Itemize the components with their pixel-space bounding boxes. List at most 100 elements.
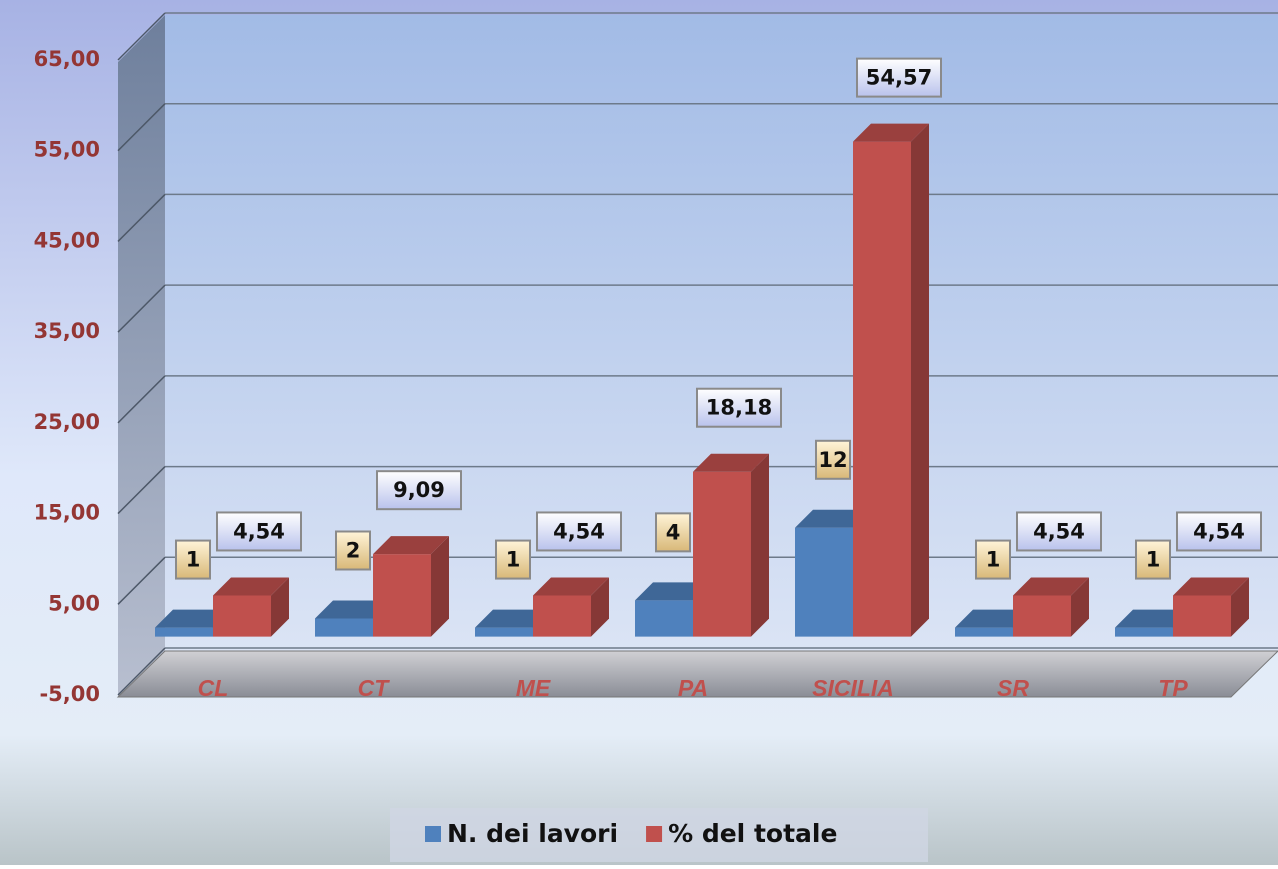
- y-tick-label: -5,00: [39, 682, 100, 706]
- bar: [1173, 577, 1249, 637]
- bar-top: [635, 582, 711, 601]
- bar-front: [155, 627, 213, 637]
- bar-front: [1013, 595, 1071, 637]
- bar-front: [635, 600, 693, 637]
- legend-swatch: [425, 826, 441, 842]
- y-tick-label: 15,00: [34, 501, 100, 525]
- bar-top: [693, 453, 769, 472]
- bar: [155, 609, 231, 637]
- data-label-box: [655, 512, 691, 553]
- y-tick-label: 5,00: [48, 591, 100, 615]
- grid-line-side: [117, 193, 166, 242]
- bar-top: [533, 577, 609, 596]
- y-tick-label: 35,00: [34, 319, 100, 343]
- data-label-box: [495, 539, 531, 580]
- bar-top: [373, 536, 449, 555]
- data-label-box: [856, 57, 942, 98]
- legend-label: N. dei lavori: [447, 819, 618, 848]
- x-tick-label: TP: [1158, 675, 1188, 701]
- x-tick-label: SR: [997, 675, 1029, 701]
- grid-line-side: [117, 375, 166, 424]
- x-tick-label: ME: [516, 675, 551, 701]
- y-tick-label: 25,00: [34, 410, 100, 434]
- bar: [213, 577, 289, 637]
- grid-line-side: [117, 556, 166, 605]
- x-tick-label: CT: [358, 675, 391, 701]
- data-label: 4,54: [553, 519, 605, 543]
- data-label-box: [1176, 511, 1262, 552]
- bar-front: [213, 595, 271, 637]
- data-label-box: [376, 470, 462, 511]
- data-label: 1: [186, 548, 201, 572]
- data-label-box: [1016, 511, 1102, 552]
- bar: [853, 123, 929, 637]
- bar-top: [1013, 577, 1089, 596]
- grid-line-side: [117, 12, 166, 61]
- data-label-box: [696, 387, 782, 428]
- bar-front: [955, 627, 1013, 637]
- bar-top: [1115, 609, 1191, 628]
- bar-side: [431, 536, 449, 637]
- x-tick-label: SICILIA: [812, 675, 894, 701]
- bar: [693, 453, 769, 637]
- y-tick-label: 65,00: [34, 47, 100, 71]
- y-tick-label: 55,00: [34, 138, 100, 162]
- side-wall: [118, 15, 165, 697]
- bar-top: [955, 609, 1031, 628]
- data-label: 54,57: [866, 66, 932, 90]
- data-label: 4,54: [233, 519, 285, 543]
- data-label-box: [335, 530, 371, 571]
- grid-line-side: [117, 284, 166, 333]
- bar-front: [1173, 595, 1231, 637]
- bar-top: [853, 123, 929, 142]
- data-label: 4: [666, 520, 681, 544]
- bar-front: [475, 627, 533, 637]
- bar: [373, 536, 449, 637]
- bar-side: [271, 577, 289, 637]
- y-tick-label: 45,00: [34, 228, 100, 252]
- bar-side: [751, 453, 769, 637]
- data-label: 4,54: [1033, 519, 1085, 543]
- bar-top: [475, 609, 551, 628]
- grid-line-side: [117, 103, 166, 152]
- data-label: 1: [1146, 548, 1161, 572]
- data-label: 1: [986, 548, 1001, 572]
- data-label-box: [216, 511, 302, 552]
- bar-front: [1115, 627, 1173, 637]
- bar-front: [853, 141, 911, 637]
- bar-side: [591, 577, 609, 637]
- bar-top: [213, 577, 289, 596]
- data-label: 1: [506, 548, 521, 572]
- bar-top: [1173, 577, 1249, 596]
- data-label-box: [175, 539, 211, 580]
- data-label: 9,09: [393, 478, 445, 502]
- bar-front: [795, 527, 853, 637]
- bar-side: [911, 123, 929, 637]
- bar-front: [693, 471, 751, 637]
- bar-side: [1231, 577, 1249, 637]
- bar-front: [315, 618, 373, 637]
- bar-front: [373, 554, 431, 637]
- bar-top: [155, 609, 231, 628]
- data-label: 4,54: [1193, 519, 1245, 543]
- grid-line-side: [117, 647, 166, 696]
- x-tick-label: PA: [678, 675, 708, 701]
- bar-front: [533, 595, 591, 637]
- floor: [116, 650, 1278, 698]
- legend-label: % del totale: [668, 819, 837, 848]
- data-label-box: [815, 439, 851, 480]
- grid-line-side: [117, 466, 166, 515]
- bar: [533, 577, 609, 637]
- data-label-box: [975, 539, 1011, 580]
- data-label: 2: [346, 539, 361, 563]
- data-label-box: [536, 511, 622, 552]
- x-tick-label: CL: [198, 675, 229, 701]
- bar-top: [315, 600, 391, 619]
- bar: [1013, 577, 1089, 637]
- data-label-box: [1135, 539, 1171, 580]
- legend-swatch: [646, 826, 663, 842]
- bar-side: [1071, 577, 1089, 637]
- bar-top: [795, 509, 871, 528]
- data-label: 18,18: [706, 396, 772, 420]
